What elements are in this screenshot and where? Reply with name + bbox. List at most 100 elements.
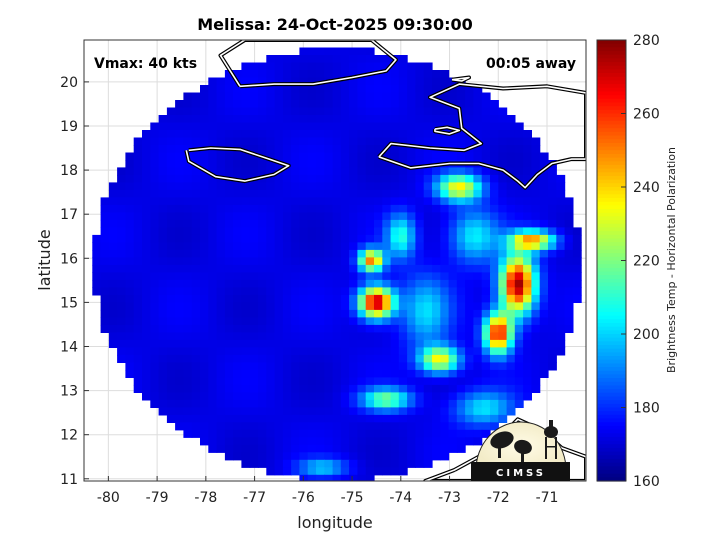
swath-cell [299,160,309,169]
swath-cell [249,437,259,446]
swath-cell [374,234,383,243]
swath-cell [374,137,383,146]
swath-cell [440,174,450,183]
colorbar-strip [597,352,626,357]
swath-cell [175,160,184,169]
swath-cell [473,100,483,109]
swath-cell [108,294,118,303]
swath-cell [324,189,334,198]
swath-cell [382,249,392,258]
swath-cell [316,189,325,198]
swath-cell [191,347,201,356]
swath-cell [241,324,251,333]
swath-cell [324,85,334,94]
swath-cell [473,122,483,131]
swath-cell [200,294,209,303]
swath-cell [249,444,259,453]
colorbar-tick-label: 240 [633,180,660,196]
swath-cell [548,234,557,243]
swath-cell [125,309,135,318]
swath-cell [548,204,557,213]
swath-cell [150,257,160,266]
x-tick-label: -73 [438,490,461,506]
swath-cell [473,362,483,371]
swath-cell [448,354,458,363]
swath-cell [282,287,292,296]
swath-cell [572,249,582,258]
swath-cell [382,339,392,348]
swath-cell [340,234,350,243]
colorbar-strip [597,179,626,184]
swath-cell [415,384,425,393]
swath-cell [423,242,433,251]
swath-cell [473,309,483,318]
swath-cell [490,339,499,348]
swath-cell [523,167,532,176]
swath-cell [349,422,358,431]
swath-cell [365,249,375,258]
swath-cell [150,264,160,273]
swath-cell [481,287,491,296]
swath-cell [316,257,325,266]
swath-cell [514,317,524,326]
swath-cell [183,242,193,251]
swath-cell [531,347,541,356]
swath-cell [539,212,549,221]
swath-cell [374,174,383,183]
swath-cell [200,279,209,288]
swath-cell [390,85,400,94]
swath-cell [274,122,284,131]
swath-cell [142,219,151,228]
swath-cell [407,332,416,341]
swath-cell [241,272,251,281]
swath-cell [357,422,367,431]
swath-cell [125,332,135,341]
swath-cell [340,309,350,318]
swath-cell [407,122,416,131]
swath-cell [216,347,226,356]
swath-cell [108,204,118,213]
swath-cell [258,429,267,438]
swath-cell [548,219,557,228]
swath-cell [390,107,400,116]
swath-cell [274,152,284,161]
swath-cell [340,77,350,86]
swath-cell [100,302,110,311]
y-tick-label: 20 [60,75,78,91]
colorbar-strip [597,238,626,243]
swath-cell [415,369,425,378]
swath-cell [423,437,433,446]
swath-cell [349,294,358,303]
swath-cell [398,377,408,386]
swath-cell [456,414,466,423]
swath-cell [299,467,309,476]
swath-cell [514,249,524,258]
swath-cell [332,399,342,408]
swath-cell [374,339,383,348]
swath-cell [142,354,151,363]
swath-cell [531,197,541,206]
swath-cell [142,347,151,356]
swath-cell [133,324,143,333]
colorbar-strip [597,348,626,353]
swath-cell [390,189,400,198]
swath-cell [316,115,325,124]
swath-cell [456,399,466,408]
swath-cell [258,130,267,139]
swath-cell [407,422,416,431]
swath-cell [506,287,516,296]
swath-cell [498,204,508,213]
swath-cell [183,174,193,183]
swath-cell [523,392,532,401]
swath-cell [415,279,425,288]
colorbar-strip [597,80,626,85]
swath-cell [324,115,334,124]
swath-cell [316,384,325,393]
swath-cell [233,287,242,296]
swath-cell [398,204,408,213]
swath-cell [423,77,433,86]
swath-cell [382,444,392,453]
swath-cell [249,219,259,228]
swath-cell [241,62,251,71]
swath-cell [233,377,242,386]
